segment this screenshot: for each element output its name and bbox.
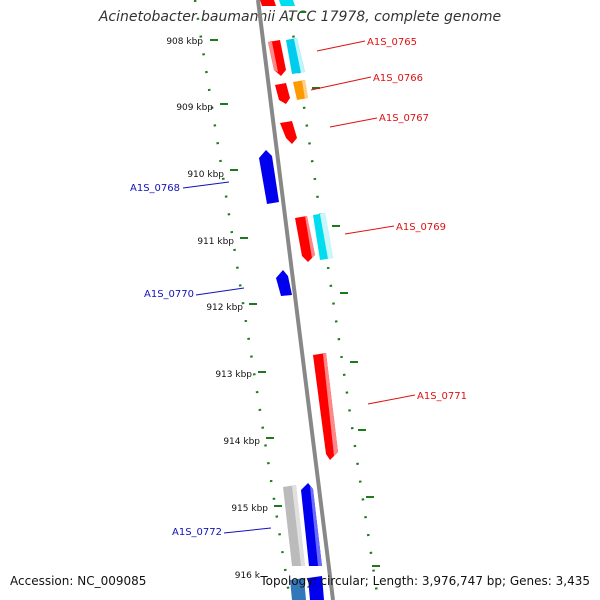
kbp-tick-label: 908 kbp: [166, 37, 203, 47]
gene-label[interactable]: A1S_0772: [172, 527, 222, 538]
kbp-tick-label: 914 kbp: [223, 437, 260, 447]
kbp-tick: 916 k: [235, 571, 261, 581]
kbp-tick-label: 916 k: [235, 571, 261, 581]
gene-a1s-0765-partner: [286, 38, 305, 74]
gene-a1s-0770: [276, 270, 292, 296]
gene-label[interactable]: A1S_0765: [367, 37, 417, 48]
kbp-tick-label: 911 kbp: [197, 237, 234, 247]
gene-a1s-0765: [268, 40, 286, 76]
kbp-tick: 909 kbp: [176, 103, 228, 113]
kbp-tick: 911 kbp: [197, 237, 248, 247]
gene-a1s-0772: [301, 483, 322, 566]
gene-label[interactable]: A1S_0769: [396, 222, 446, 233]
gene-label[interactable]: A1S_0770: [144, 289, 194, 300]
gene-label[interactable]: A1S_0766: [373, 73, 423, 84]
gene-a1s-0771: [313, 353, 338, 460]
gene-label[interactable]: A1S_0767: [379, 113, 429, 124]
accession-text: Accession: NC_009085: [10, 574, 147, 588]
kbp-tick-label: 909 kbp: [176, 103, 213, 113]
gene-bottom-partial: [290, 576, 324, 600]
kbp-tick: 914 kbp: [223, 437, 274, 447]
map-title: Acinetobacter baumannii ATCC 17978, comp…: [98, 9, 502, 25]
kbp-tick-label: 912 kbp: [206, 303, 243, 313]
gene-top-partial: [260, 0, 295, 6]
genome-backbone: [256, 0, 335, 600]
kbp-tick: 912 kbp: [206, 303, 257, 313]
gene-label[interactable]: A1S_0771: [417, 391, 467, 402]
kbp-tick: 913 kbp: [215, 370, 266, 380]
gene-a1s-0769: [295, 216, 315, 262]
gene-a1s-0767: [280, 121, 297, 144]
kbp-tick: 910 kbp: [187, 169, 238, 180]
tick-track-right: [286, 0, 380, 600]
gene-a1s-0766: [275, 83, 290, 104]
right-ticks: [300, 11, 380, 567]
label-leaders: [182, 40, 416, 534]
kbp-tick-label: 910 kbp: [187, 170, 224, 180]
kbp-tick: 915 kbp: [231, 504, 282, 514]
gene-a1s-0766-partner: [293, 80, 308, 100]
kbp-tick-label: 915 kbp: [231, 504, 268, 514]
gene-label[interactable]: A1S_0768: [130, 183, 180, 194]
kbp-tick: 908 kbp: [166, 37, 218, 47]
gene-a1s-0768: [259, 150, 279, 204]
gene-a1s-0769-partner: [313, 213, 333, 260]
kbp-tick-label: 913 kbp: [215, 370, 252, 380]
topology-text: Topology: circular; Length: 3,976,747 bp…: [260, 574, 590, 588]
gene-a1s-0772-partner: [283, 485, 305, 566]
